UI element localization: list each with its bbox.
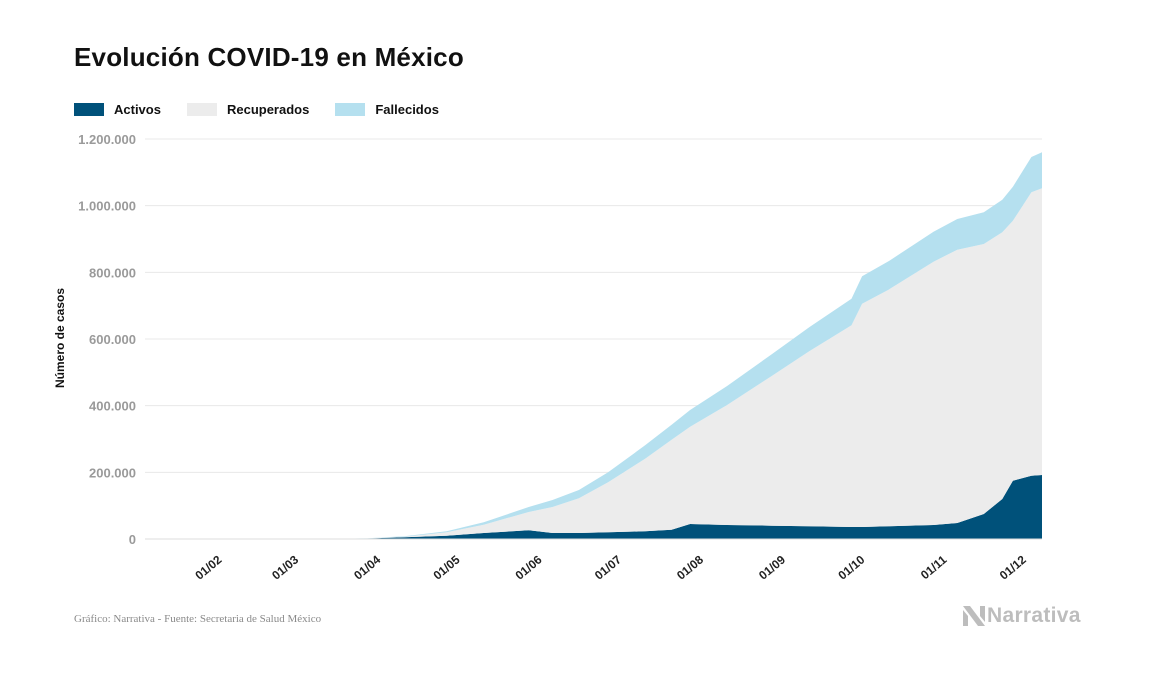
narrativa-logo: Narrativa — [963, 604, 1081, 628]
y-tick-label: 1.000.000 — [78, 199, 136, 214]
legend-label-activos: Activos — [114, 102, 161, 117]
y-tick-label: 400.000 — [89, 399, 136, 414]
x-tick-label: 01/02 — [192, 552, 224, 582]
logo-text: Narrativa — [987, 604, 1081, 627]
area-series — [145, 152, 1042, 540]
legend-item-fallecidos: Fallecidos — [335, 102, 439, 117]
x-tick-label: 01/09 — [756, 552, 788, 582]
legend: Activos Recuperados Fallecidos — [74, 102, 439, 117]
legend-label-fallecidos: Fallecidos — [375, 102, 439, 117]
y-axis-label: Número de casos — [53, 288, 67, 388]
y-axis-ticks: 0 200.000 400.000 600.000 800.000 1.000.000 1.… — [78, 132, 136, 547]
legend-item-activos: Activos — [74, 102, 161, 117]
y-tick-label: 600.000 — [89, 332, 136, 347]
y-tick-label: 200.000 — [89, 465, 136, 480]
x-tick-label: 01/12 — [997, 552, 1029, 582]
y-tick-label: 0 — [129, 532, 136, 547]
narrativa-n-logo-icon — [963, 606, 985, 626]
x-tick-label: 01/03 — [269, 552, 301, 582]
chart-title: Evolución COVID-19 en México — [74, 42, 464, 72]
legend-item-recuperados: Recuperados — [186, 102, 310, 117]
x-tick-label: 01/07 — [592, 552, 624, 582]
x-tick-label: 01/05 — [431, 552, 463, 582]
area-activos — [335, 475, 1042, 539]
x-tick-label: 01/04 — [351, 552, 383, 582]
legend-swatch-fallecidos — [335, 103, 366, 116]
x-tick-label: 01/08 — [674, 552, 706, 582]
source-note: Gráfico: Narrativa - Fuente: Secretaria … — [74, 613, 322, 625]
area-recuperados — [335, 188, 1042, 539]
legend-swatch-recuperados — [186, 103, 217, 116]
y-tick-label: 800.000 — [89, 265, 136, 280]
x-tick-label: 01/11 — [918, 552, 950, 582]
x-tick-label: 01/06 — [513, 552, 545, 582]
y-tick-label: 1.200.000 — [78, 132, 136, 147]
legend-swatch-activos — [74, 103, 104, 116]
x-axis-ticks: 01/02 01/03 01/04 01/05 01/06 01/07 01/08 01/09… — [192, 552, 1029, 582]
legend-label-recuperados: Recuperados — [226, 102, 310, 117]
x-tick-label: 01/10 — [835, 552, 867, 582]
